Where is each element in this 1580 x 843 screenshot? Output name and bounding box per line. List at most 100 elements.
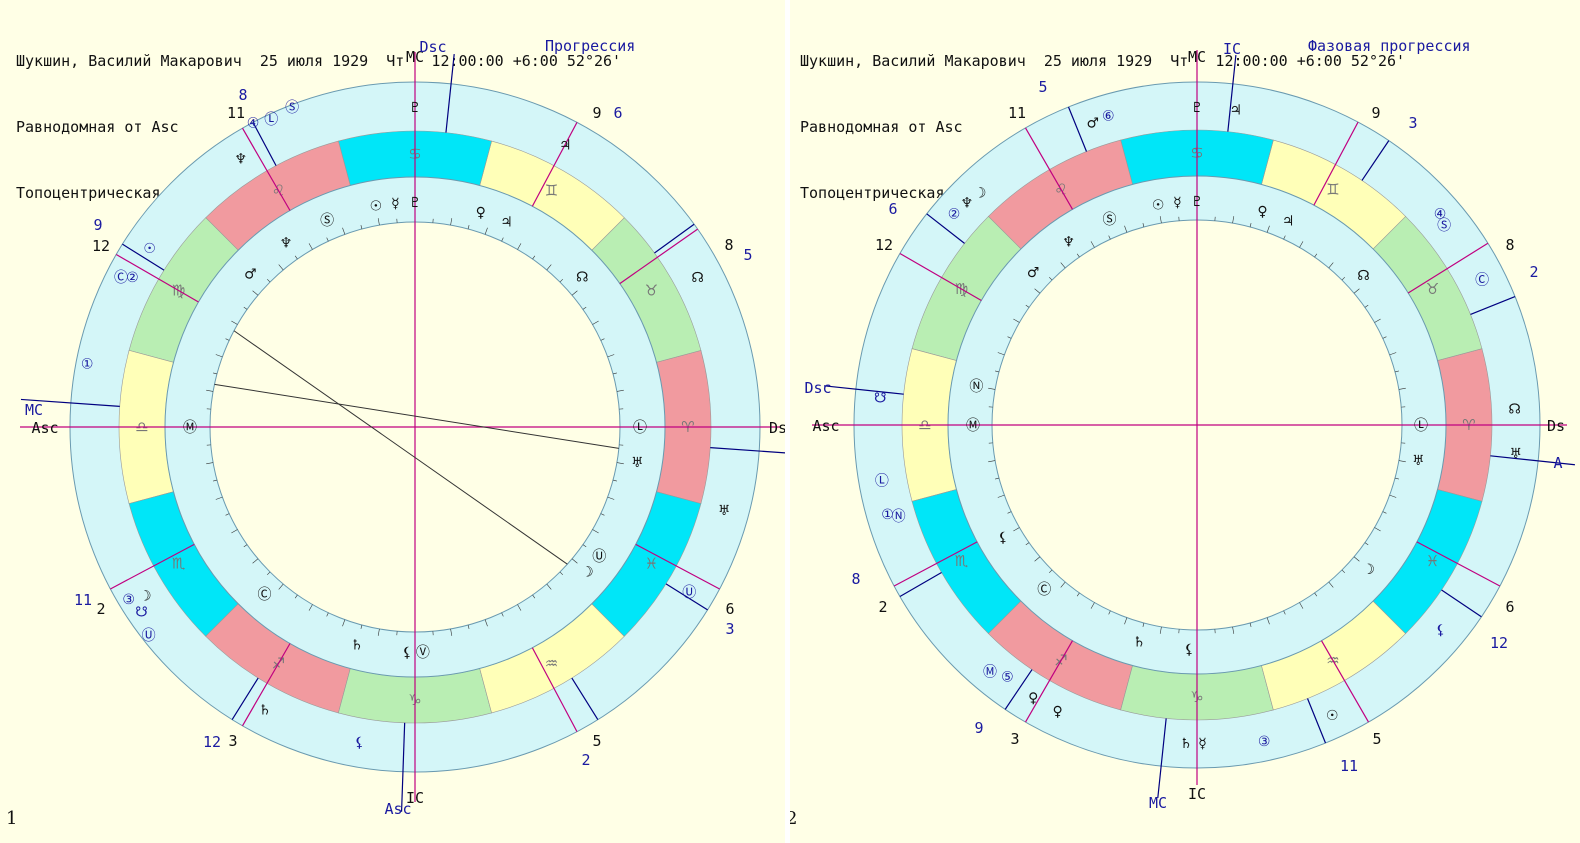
planet-glyph: ④ — [1434, 207, 1447, 223]
planet-glyph: ☿ — [391, 196, 400, 212]
degree-tick — [612, 479, 617, 482]
degree-tick — [326, 237, 329, 242]
degree-tick — [546, 264, 552, 271]
house-cusp-line — [571, 677, 599, 720]
degree-tick — [326, 612, 329, 617]
degree-tick — [592, 529, 599, 534]
zodiac-sign-glyph: ♊ — [1326, 180, 1339, 198]
degree-tick — [1299, 241, 1304, 248]
degree-tick — [582, 306, 587, 310]
planet-glyph: Ⓢ — [285, 100, 299, 116]
house-number-outer: 3 — [725, 620, 734, 638]
panel-number: 1 — [6, 808, 18, 829]
degree-tick — [1364, 304, 1369, 308]
degree-tick — [559, 279, 563, 283]
planet-glyph: ♅ — [1412, 453, 1425, 469]
degree-tick — [607, 496, 615, 500]
planet-glyph: Ⓛ — [1414, 418, 1428, 434]
header-line-name: Шукшин, Василий Макарович 25 июля 1929 Ч… — [800, 52, 1406, 70]
degree-tick — [1232, 216, 1235, 224]
house-cusp-line — [110, 543, 195, 590]
planet-glyph: ♀ — [1052, 704, 1062, 720]
degree-tick — [1353, 288, 1360, 294]
angle-label-mc: MC — [1188, 48, 1206, 66]
planet-glyph: ♀ — [1257, 204, 1267, 220]
degree-tick — [1108, 235, 1111, 240]
angle-axis-line — [1157, 718, 1167, 799]
house-number: 2 — [878, 598, 887, 616]
planet-glyph: ♀ — [476, 205, 486, 221]
planet-glyph: ☊ — [1508, 401, 1520, 417]
degree-tick — [532, 594, 536, 599]
planet-glyph: Ⓢ — [1102, 212, 1116, 228]
house-cusp-line — [665, 583, 708, 611]
planet-glyph: ② — [948, 207, 961, 223]
planet-glyph: ♄ — [1180, 736, 1193, 752]
degree-tick — [1389, 494, 1397, 498]
degree-tick — [1232, 626, 1235, 634]
degree-tick — [532, 255, 536, 260]
planet-glyph: ⑥ — [1102, 108, 1115, 124]
degree-tick — [571, 558, 578, 564]
degree-tick — [997, 494, 1005, 498]
zodiac-sign-glyph: ♒ — [545, 654, 558, 672]
house-number-outer: 2 — [1529, 263, 1538, 281]
planet-glyph: ☊ — [576, 269, 588, 285]
angle-axis-line — [20, 398, 120, 407]
planet-glyph: ⑤ — [1001, 670, 1014, 686]
degree-tick — [600, 338, 605, 341]
degree-tick — [1124, 225, 1128, 233]
chart-header: Шукшин, Василий Макарович 25 июля 1929 Ч… — [16, 6, 621, 248]
planet-glyph: Ⓜ — [983, 665, 997, 681]
planet-glyph: Ⓝ — [969, 379, 983, 395]
degree-tick — [592, 320, 599, 325]
degree-tick — [377, 628, 380, 636]
planet-glyph: Ⓥ — [416, 645, 430, 661]
planet-glyph: ♄ — [258, 703, 271, 719]
degree-tick — [1142, 223, 1145, 228]
degree-tick — [1364, 542, 1369, 546]
degree-tick — [1328, 581, 1334, 588]
degree-tick — [1090, 241, 1095, 248]
degree-tick — [1090, 602, 1095, 609]
angle-label-ds: Ds — [769, 419, 785, 437]
degree-tick — [1266, 225, 1270, 233]
degree-tick — [1341, 277, 1345, 281]
planet-glyph: ☽ — [974, 185, 987, 201]
planet-glyph: Ⓤ — [682, 585, 696, 601]
planet-glyph: ⚸ — [998, 530, 1008, 546]
degree-tick — [1341, 569, 1345, 573]
degree-tick — [342, 227, 346, 235]
planet-glyph: ♃ — [1229, 102, 1242, 118]
degree-tick — [1007, 336, 1012, 339]
degree-tick — [517, 243, 522, 250]
degree-tick — [1124, 617, 1128, 625]
degree-tick — [1283, 610, 1286, 615]
degree-tick — [278, 583, 284, 590]
angle-axis-line — [445, 53, 455, 133]
house-number: 6 — [1505, 598, 1514, 616]
degree-tick — [1314, 592, 1318, 597]
chart-panel-phase-progression: Шукшин, Василий Макарович 25 июля 1929 Ч… — [790, 0, 1580, 843]
house-cusp-line — [241, 643, 291, 727]
house-cusp-line — [1024, 640, 1074, 723]
degree-tick — [1025, 304, 1030, 308]
natal-wheel-progression: ♈♉♊♋♌♍♎♏♐♑♒♓AscDsMCICDscAscMC11129865328… — [20, 38, 785, 818]
degree-tick — [308, 243, 313, 250]
zodiac-sign-glyph: ♉ — [645, 282, 658, 300]
degree-tick — [995, 370, 1000, 373]
degree-tick — [1060, 581, 1066, 588]
house-number: 8 — [1505, 236, 1514, 254]
planet-glyph: ♃ — [500, 214, 513, 230]
degree-tick — [1249, 223, 1252, 228]
degree-tick — [1249, 622, 1252, 627]
planet-glyph: ♅ — [631, 455, 644, 471]
planet-glyph: ③ — [122, 592, 135, 608]
degree-tick — [450, 628, 453, 636]
planet-glyph: ♂ — [1027, 265, 1040, 281]
degree-tick — [1049, 277, 1053, 281]
panel-number: 2 — [790, 808, 798, 829]
planet-glyph: ♇ — [409, 100, 422, 116]
angle-label-asc: Asc — [812, 417, 839, 435]
planet-glyph: ♆ — [1062, 235, 1075, 251]
